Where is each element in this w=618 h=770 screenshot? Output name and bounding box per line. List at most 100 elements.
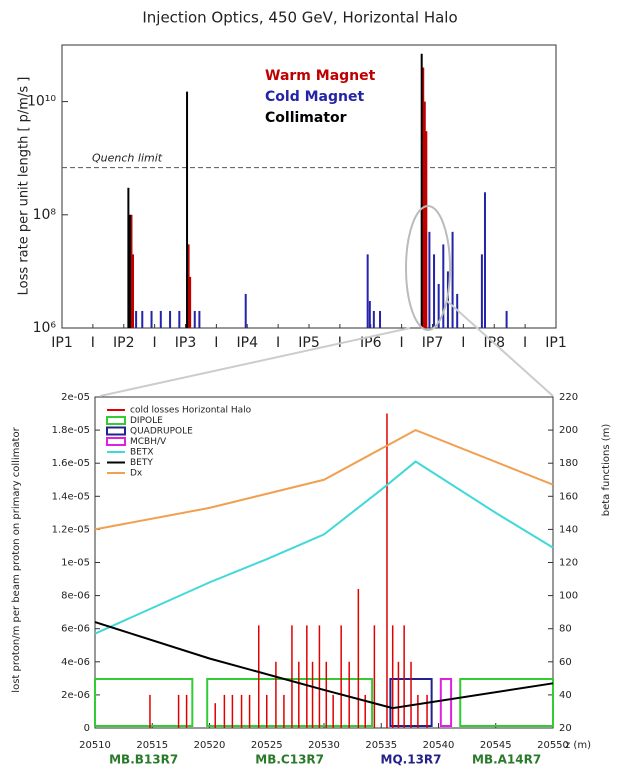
bar — [425, 131, 428, 328]
zoom-ellipse — [405, 205, 451, 331]
line-series — [94, 621, 554, 710]
element-label: MB.B13R7 — [109, 753, 178, 767]
bar — [368, 300, 371, 328]
chart-title: Injection Optics, 450 GeV, Horizontal Ha… — [142, 9, 457, 27]
legend-swatch — [106, 426, 126, 436]
legend-swatch — [106, 437, 126, 446]
legend-entry: BETY — [130, 458, 153, 468]
bottom-chart: lost proton/m per beam proton on primary… — [11, 392, 612, 767]
bar — [422, 67, 425, 328]
y-tick-label: 1e-05 — [61, 558, 90, 569]
bar — [141, 310, 144, 328]
element-box — [459, 678, 555, 727]
x-tick-label: 20540 — [423, 740, 455, 751]
element-box — [94, 678, 194, 727]
bar — [193, 310, 196, 328]
y2-tick-label: 60 — [559, 657, 572, 668]
legend-entry: cold losses Horizontal Halo — [130, 406, 252, 416]
y-tick-label: 10¹⁰ — [27, 94, 56, 110]
zoom-line — [99, 327, 411, 397]
x-tick-label: IP7 — [422, 335, 443, 351]
bar — [128, 214, 131, 328]
x-tick-label: I — [400, 335, 404, 351]
y2-tick-label: 140 — [559, 524, 578, 535]
x-tick-label: IP2 — [113, 335, 134, 351]
bar — [135, 310, 138, 328]
x-tick-label: 20550 — [537, 740, 569, 751]
x-tick-label: I — [214, 335, 218, 351]
bar — [433, 254, 436, 328]
bar — [437, 283, 440, 328]
bar — [127, 187, 130, 328]
y-tick-label: 1.6e-05 — [52, 458, 90, 469]
y2-tick-label: 80 — [559, 624, 572, 635]
x-tick-label: I — [276, 335, 280, 351]
y-tick-label: 0 — [84, 723, 90, 734]
bar — [379, 310, 382, 328]
bar — [150, 310, 153, 328]
bar — [505, 310, 508, 328]
element-label: MB.C13R7 — [255, 753, 324, 767]
x-tick-label: I — [91, 335, 95, 351]
y-tick-label: 1.4e-05 — [52, 491, 90, 502]
element-label: MB.A14R7 — [472, 753, 541, 767]
x-tick-label: IP6 — [360, 335, 382, 351]
bar — [198, 310, 201, 328]
x-tick-label: I — [461, 335, 465, 351]
top-chart: Injection Optics, 450 GeV, Horizontal Ha… — [17, 9, 567, 352]
x-tick-label: 20520 — [194, 740, 226, 751]
bar — [189, 276, 192, 328]
bar — [451, 231, 454, 328]
x-tick-label: IP1 — [545, 335, 566, 351]
zoom-connector — [99, 205, 554, 397]
y-tick-label: 10⁸ — [33, 207, 57, 223]
bar — [187, 244, 190, 328]
x-axis-label: z (m) — [565, 740, 591, 751]
x-tick-label: I — [523, 335, 527, 351]
element-box — [439, 678, 453, 727]
y-axis-label: Loss rate per unit length [ p/m/s ] — [17, 77, 32, 296]
bar — [442, 244, 445, 328]
x-tick-label: I — [153, 335, 157, 351]
bar — [420, 53, 423, 328]
x-tick-label: IP5 — [298, 335, 319, 351]
y-tick-label: 2e-05 — [61, 392, 90, 403]
y-tick-label: 1.8e-05 — [52, 425, 90, 436]
y-tick-label: 4e-06 — [61, 657, 90, 668]
legend-entry: QUADRUPOLE — [130, 427, 193, 437]
element-label: MQ.13R7 — [381, 753, 442, 767]
legend-entry: Dx — [130, 469, 143, 479]
bar — [186, 91, 189, 328]
y2-tick-label: 200 — [559, 425, 578, 436]
y-axis-label: lost proton/m per beam proton on primary… — [11, 426, 22, 692]
line-series — [94, 460, 554, 635]
x-tick-label: 20515 — [136, 740, 168, 751]
legend-entry: Warm Magnet — [265, 68, 376, 84]
y-tick-label: 6e-06 — [61, 624, 90, 635]
y-tick-label: 8e-06 — [61, 591, 90, 602]
y2-tick-label: 180 — [559, 458, 578, 469]
legend-entry: Cold Magnet — [265, 89, 364, 105]
bar — [159, 310, 162, 328]
bar — [132, 254, 135, 328]
x-tick-label: IP4 — [237, 335, 259, 351]
bar — [423, 101, 426, 328]
x-tick-label: 20545 — [480, 740, 512, 751]
legend-entry: Collimator — [265, 110, 347, 126]
zoom-line — [445, 299, 554, 397]
y2-tick-label: 20 — [559, 723, 572, 734]
x-tick-label: 20530 — [308, 740, 340, 751]
y2-tick-label: 120 — [559, 558, 578, 569]
line-series — [94, 428, 554, 531]
x-tick-label: IP1 — [51, 335, 72, 351]
bar — [169, 310, 172, 328]
bar — [366, 254, 369, 328]
y-tick-label: 1.2e-05 — [52, 524, 90, 535]
y2-tick-label: 100 — [559, 591, 578, 602]
quench-limit-label: Quench limit — [92, 152, 163, 165]
y-tick-label: 2e-06 — [61, 690, 90, 701]
y2-tick-label: 160 — [559, 491, 578, 502]
legend-entry: BETX — [130, 448, 154, 458]
bar — [372, 310, 375, 328]
bar — [244, 293, 247, 328]
